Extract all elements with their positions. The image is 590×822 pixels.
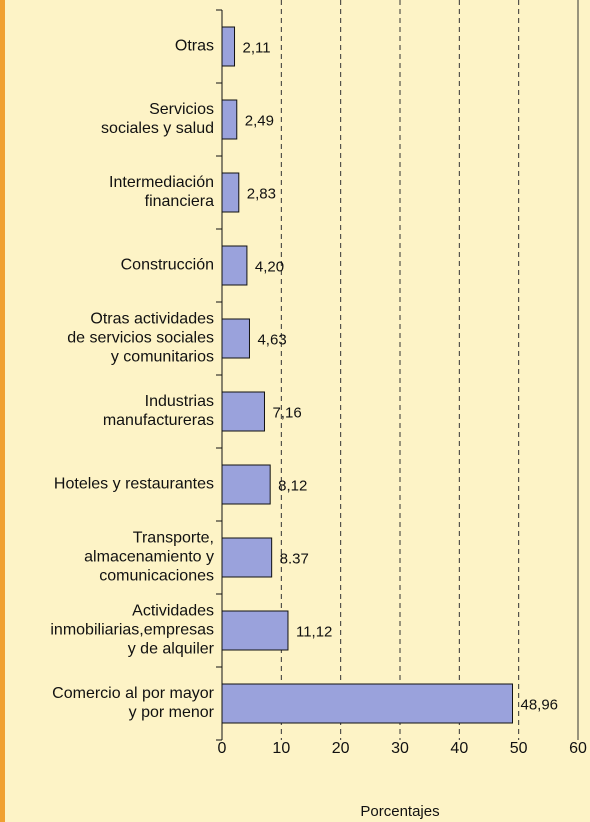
left-border bbox=[0, 0, 5, 822]
x-tick-label: 60 bbox=[569, 740, 587, 757]
y-tick-label: de servicios sociales bbox=[67, 330, 214, 347]
value-label: 48,96 bbox=[520, 696, 558, 713]
x-tick-label: 10 bbox=[272, 740, 290, 757]
y-tick-label: almacenamiento y bbox=[84, 549, 214, 566]
x-axis-label: Porcentajes bbox=[360, 803, 439, 820]
y-tick-label: y de alquiler bbox=[128, 641, 215, 658]
value-label: 11,12 bbox=[296, 623, 332, 640]
bar bbox=[221, 99, 238, 140]
bar bbox=[221, 537, 273, 578]
y-tick-label: financiera bbox=[145, 193, 214, 210]
y-tick-label: Transporte, bbox=[133, 530, 214, 547]
y-tick-label: Construcción bbox=[121, 257, 214, 274]
x-tick-label: 0 bbox=[218, 740, 227, 757]
y-tick-label: sociales y salud bbox=[101, 120, 214, 137]
y-tick-label: Industrias bbox=[145, 393, 214, 410]
y-tick-label: Comercio al por mayor bbox=[52, 685, 215, 702]
bar bbox=[221, 683, 513, 724]
y-tick-label: Otras bbox=[175, 38, 214, 55]
bar bbox=[221, 172, 240, 213]
x-tick-label: 30 bbox=[391, 740, 409, 757]
x-tick-label: 40 bbox=[450, 740, 468, 757]
x-tick-label: 20 bbox=[332, 740, 350, 757]
x-tick-label: 50 bbox=[510, 740, 528, 757]
y-tick-label: inmobiliarias,empresas bbox=[50, 622, 214, 639]
bar bbox=[221, 391, 265, 432]
bar bbox=[221, 464, 271, 505]
value-label: 8.37 bbox=[280, 550, 309, 567]
value-label: 4,20 bbox=[255, 258, 284, 275]
y-tick-label: Hoteles y restaurantes bbox=[54, 476, 214, 493]
value-label: 7,16 bbox=[272, 404, 301, 421]
y-tick-label: y comunitarios bbox=[111, 349, 214, 366]
y-tick-label: Intermediación bbox=[109, 174, 214, 191]
y-tick-label: y por menor bbox=[129, 704, 215, 721]
value-label: 2,11 bbox=[243, 39, 271, 56]
value-label: 4,63 bbox=[257, 331, 286, 348]
y-tick-label: manufactureras bbox=[103, 412, 214, 429]
y-tick-label: Otras actividades bbox=[90, 311, 214, 328]
y-tick-label: Actividades bbox=[132, 603, 214, 620]
bar bbox=[221, 245, 248, 286]
bar bbox=[221, 318, 250, 359]
value-label: 8,12 bbox=[278, 477, 307, 494]
y-tick-label: Servicios bbox=[149, 101, 214, 118]
value-label: 2,83 bbox=[247, 185, 276, 202]
value-label: 2,49 bbox=[245, 112, 274, 129]
y-tick-label: comunicaciones bbox=[99, 568, 214, 585]
bar bbox=[221, 610, 289, 651]
bar bbox=[221, 26, 236, 67]
